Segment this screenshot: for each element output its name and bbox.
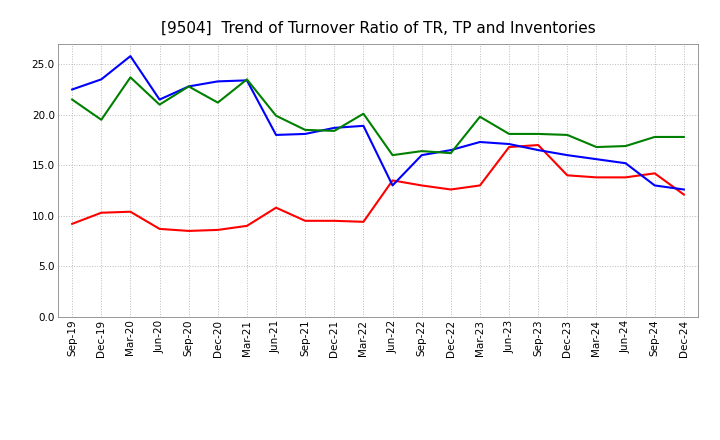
Line: Trade Payables: Trade Payables [72,56,684,190]
Inventories [243,77,251,82]
Inventories [505,131,513,136]
Trade Receivables [505,144,513,150]
Inventories [330,128,338,133]
Trade Receivables [592,175,600,180]
Trade Receivables [534,143,543,148]
Trade Receivables [476,183,485,188]
Inventories [592,144,600,150]
Inventories [446,150,455,156]
Trade Payables [184,84,193,89]
Inventories [213,100,222,105]
Trade Receivables [650,171,659,176]
Trade Receivables [156,226,164,231]
Trade Payables [126,54,135,59]
Trade Payables [650,183,659,188]
Line: Trade Receivables: Trade Receivables [72,145,684,231]
Trade Payables [534,147,543,153]
Inventories [563,132,572,138]
Inventories [418,148,426,154]
Trade Receivables [213,227,222,233]
Trade Payables [243,78,251,83]
Line: Inventories: Inventories [72,77,684,155]
Trade Receivables [563,173,572,178]
Trade Payables [505,141,513,147]
Trade Payables [388,183,397,188]
Trade Receivables [301,218,310,224]
Trade Payables [330,125,338,131]
Trade Payables [446,147,455,153]
Trade Payables [680,187,688,192]
Trade Payables [97,77,106,82]
Trade Receivables [126,209,135,214]
Legend: Trade Receivables, Trade Payables, Inventories: Trade Receivables, Trade Payables, Inven… [168,438,588,440]
Trade Payables [271,132,280,138]
Trade Receivables [330,218,338,224]
Trade Payables [592,157,600,162]
Inventories [388,153,397,158]
Trade Payables [301,131,310,136]
Inventories [68,97,76,102]
Inventories [184,84,193,89]
Trade Payables [68,87,76,92]
Inventories [156,102,164,107]
Inventories [680,134,688,139]
Title: [9504]  Trend of Turnover Ratio of TR, TP and Inventories: [9504] Trend of Turnover Ratio of TR, TP… [161,21,595,36]
Trade Receivables [359,219,368,224]
Trade Payables [156,97,164,102]
Trade Receivables [243,223,251,228]
Inventories [534,131,543,136]
Trade Payables [213,79,222,84]
Trade Receivables [271,205,280,210]
Trade Payables [476,139,485,145]
Trade Payables [563,153,572,158]
Inventories [301,127,310,132]
Inventories [476,114,485,119]
Trade Receivables [97,210,106,215]
Trade Receivables [680,192,688,197]
Trade Receivables [184,228,193,234]
Trade Receivables [388,178,397,183]
Inventories [359,111,368,116]
Trade Payables [418,153,426,158]
Inventories [271,113,280,118]
Trade Receivables [418,183,426,188]
Trade Payables [621,161,630,166]
Inventories [650,134,659,139]
Trade Receivables [68,221,76,227]
Inventories [97,117,106,122]
Trade Receivables [621,175,630,180]
Inventories [126,75,135,80]
Inventories [621,143,630,149]
Trade Payables [359,123,368,128]
Trade Receivables [446,187,455,192]
